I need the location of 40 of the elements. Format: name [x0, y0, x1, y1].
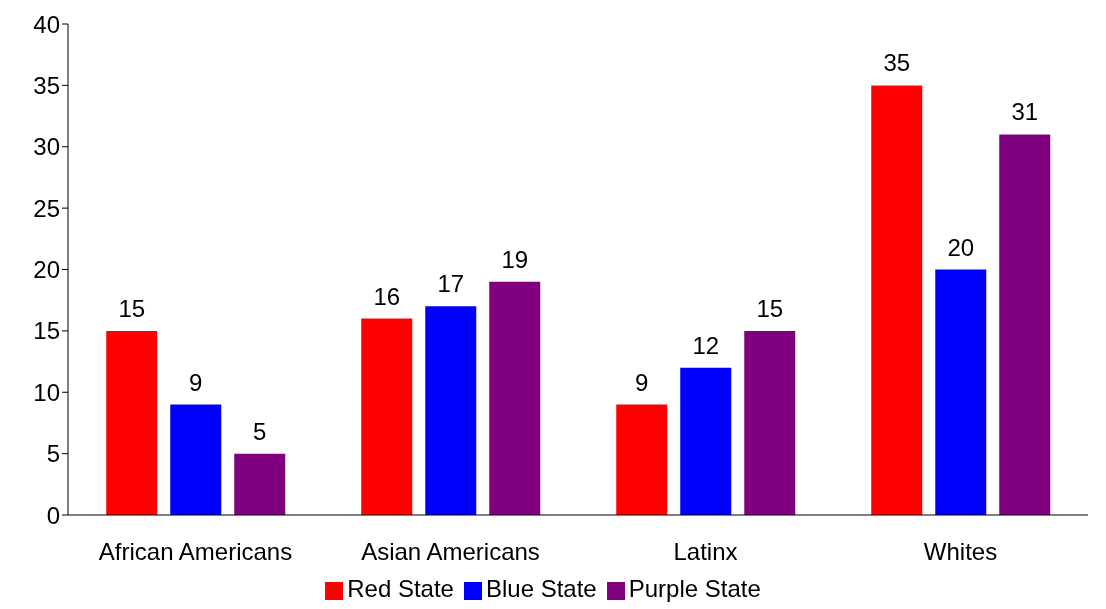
y-tick-label: 10: [33, 378, 60, 406]
bar: [234, 453, 286, 515]
legend-label: Blue State: [485, 575, 597, 602]
legend-label: Red State: [347, 575, 454, 602]
bar: [170, 404, 222, 515]
y-tick-label: 5: [46, 440, 60, 468]
data-label: 15: [756, 294, 784, 322]
bar: [489, 281, 541, 515]
data-label: 20: [947, 233, 975, 261]
y-tick-label: 20: [33, 256, 60, 284]
bar: [744, 330, 796, 515]
y-tick-label: 35: [33, 71, 60, 99]
data-label: 15: [118, 294, 146, 322]
bar: [616, 404, 668, 515]
data-label: 35: [883, 49, 911, 77]
data-label: 12: [692, 331, 720, 359]
x-tick-label: African Americans: [98, 538, 293, 566]
bar: [361, 318, 413, 515]
legend-label: Purple State: [628, 575, 761, 602]
data-label: 5: [253, 417, 267, 445]
bar: [935, 269, 987, 515]
data-label: 9: [189, 368, 203, 396]
y-tick-label: 30: [33, 133, 60, 161]
y-tick-label: 40: [33, 10, 60, 38]
y-tick-label: 25: [33, 194, 60, 222]
bar: [425, 306, 477, 515]
data-label: 31: [1011, 98, 1039, 126]
x-tick-label: Latinx: [673, 538, 738, 566]
bar: [871, 85, 923, 515]
bar: [680, 367, 732, 515]
bar: [106, 330, 158, 515]
y-tick-label: 0: [46, 501, 60, 529]
data-label: 17: [437, 270, 465, 298]
x-tick-label: Whites: [923, 538, 998, 566]
data-label: 16: [373, 282, 401, 310]
data-label: 9: [635, 368, 649, 396]
bar: [999, 134, 1051, 515]
x-tick-label: Asian Americans: [361, 538, 540, 566]
data-label: 19: [501, 245, 529, 273]
y-tick-label: 15: [33, 317, 60, 345]
